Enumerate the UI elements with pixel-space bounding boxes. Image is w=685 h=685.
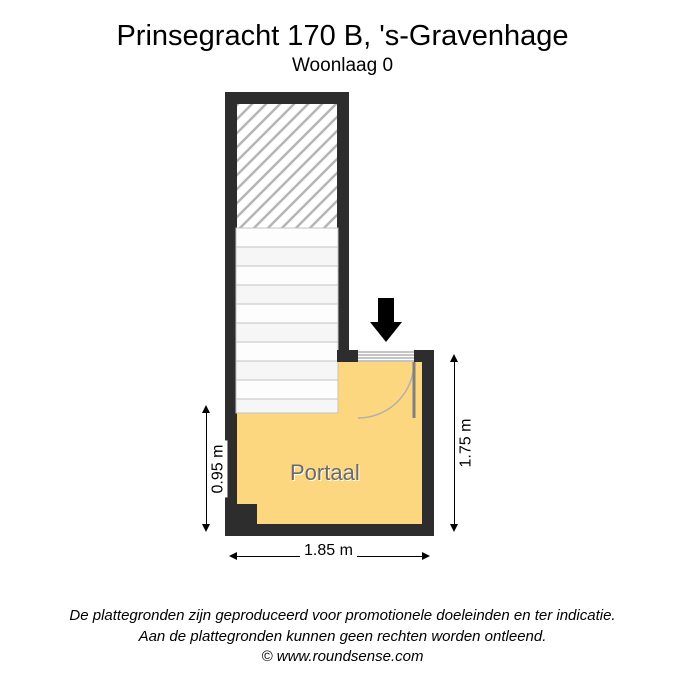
dim-arrow-bottom-l [229, 552, 237, 560]
dim-label-bottom: 1.85 m [300, 542, 357, 560]
wall-stub-top [337, 350, 349, 362]
footer: De plattegronden zijn geproduceerd voor … [0, 606, 685, 667]
wall-nib [237, 504, 257, 524]
page-subtitle: Woonlaag 0 [0, 55, 685, 77]
dim-arrow-left-t [202, 405, 210, 413]
footer-line2: Aan de plattegronden kunnen geen rechten… [0, 627, 685, 647]
dim-arrow-right-t [450, 354, 458, 362]
page-title: Prinsegracht 170 B, 's-Gravenhage [0, 0, 685, 53]
dim-line-right [454, 362, 455, 524]
footer-line1: De plattegronden zijn geproduceerd voor … [0, 606, 685, 626]
dim-line-left [206, 413, 207, 524]
dim-arrow-left-b [202, 524, 210, 532]
stair-treads [236, 228, 338, 413]
room-label-portaal: Portaal [290, 460, 360, 486]
footer-line3: © www.roundsense.com [0, 647, 685, 667]
stair-hatch-zone [237, 104, 337, 228]
dim-label-right: 1.75 m [457, 415, 475, 472]
dim-label-left: 0.95 m [209, 441, 227, 498]
dim-arrow-bottom-r [422, 552, 430, 560]
entry-arrow-icon [370, 298, 402, 342]
floorplan: Portaal 1.85 m 1.75 m 0.95 m [0, 90, 685, 570]
floorplan-svg [0, 90, 685, 570]
dim-arrow-right-b [450, 524, 458, 532]
